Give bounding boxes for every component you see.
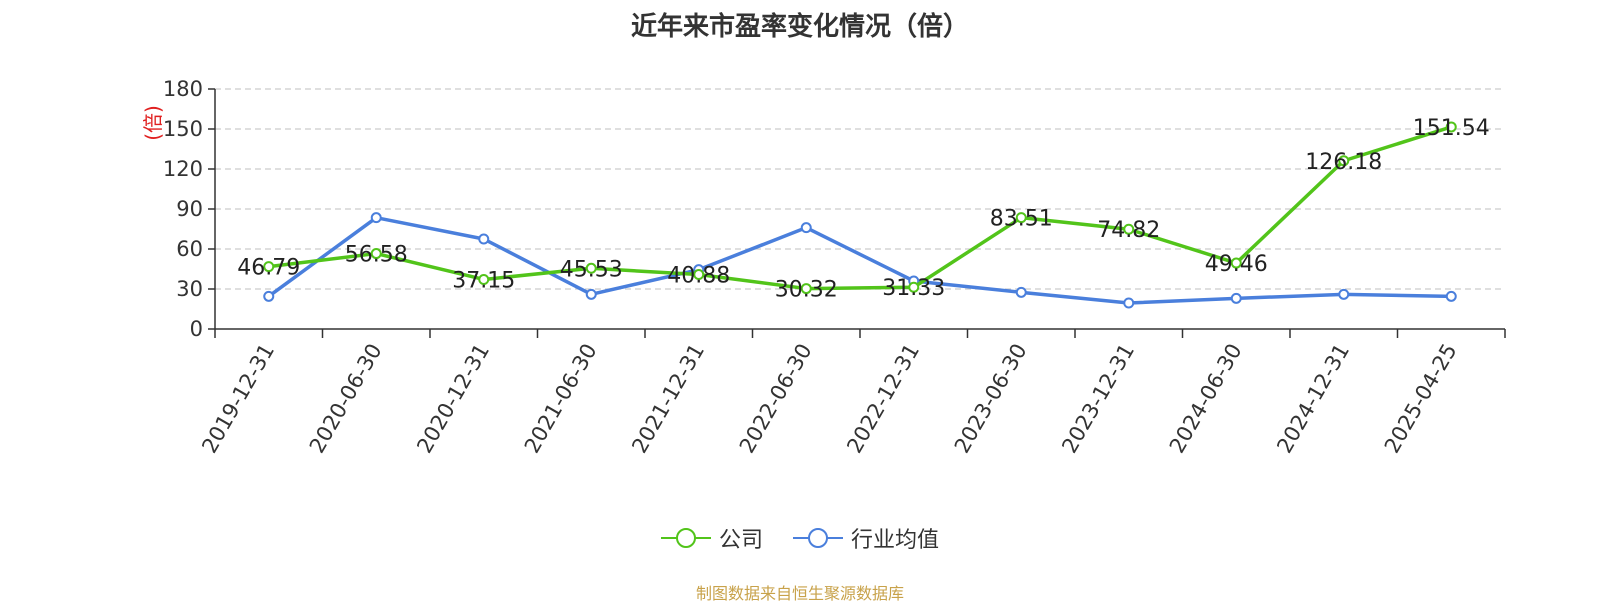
y-tick-label: 180 <box>163 77 203 101</box>
legend-marker-industry-average <box>793 528 843 548</box>
series-lines <box>263 121 1457 309</box>
data-point-company <box>478 273 490 285</box>
data-label-company: 126.18 <box>1305 150 1382 175</box>
data-point-industry-average <box>263 290 275 302</box>
data-point-company <box>693 268 705 280</box>
data-point-industry-average <box>1230 292 1242 304</box>
series-line-industry-average <box>267 215 1452 305</box>
x-tick-label: 2021-06-30 <box>520 340 602 458</box>
data-point-industry-average <box>1445 290 1457 302</box>
y-tick-label: 120 <box>163 157 203 181</box>
x-tick-label: 2020-06-30 <box>305 340 387 458</box>
source-note: 制图数据来自恒生聚源数据库 <box>695 584 904 603</box>
legend-label-industry-average: 行业均值 <box>851 528 940 553</box>
data-point-industry-average <box>1123 297 1135 309</box>
x-tick-label: 2020-12-31 <box>412 340 494 458</box>
legend: 公司 行业均值 <box>0 522 1600 554</box>
y-tick-label: 30 <box>176 277 203 301</box>
data-point-company <box>1445 121 1457 133</box>
legend-item-industry-average[interactable]: 行业均值 <box>793 522 939 554</box>
y-tick-label: 60 <box>176 237 203 261</box>
grid-lines <box>215 88 1505 290</box>
x-tick-label: 2023-06-30 <box>950 340 1032 458</box>
data-label-company: 45.53 <box>560 257 623 282</box>
data-point-industry-average <box>585 288 597 300</box>
legend-label-company: 公司 <box>718 528 763 553</box>
x-tick-label: 2022-06-30 <box>735 340 817 458</box>
y-tick-label: 0 <box>190 317 203 341</box>
data-label-company: 31.33 <box>882 276 945 301</box>
data-point-industry-average <box>478 233 490 245</box>
series-line-company <box>268 125 1452 291</box>
y-tick-label: 90 <box>176 197 203 221</box>
y-axis-label: (倍) <box>141 105 165 141</box>
data-label-company: 56.58 <box>345 243 408 268</box>
data-point-company <box>1123 223 1135 235</box>
data-labels: 46.79 56.58 37.15 45.53 40.88 30.32 31.33 83.51… <box>237 116 1489 303</box>
data-label-company: 37.15 <box>452 268 515 293</box>
data-label-company: 46.79 <box>237 256 300 281</box>
x-tick-label: 2022-12-31 <box>842 340 924 458</box>
data-label-company: 151.54 <box>1413 116 1490 141</box>
data-label-company: 49.46 <box>1205 252 1268 277</box>
x-tick-label: 2019-12-31 <box>197 340 279 458</box>
data-point-company <box>1015 212 1027 224</box>
data-point-company <box>800 283 812 295</box>
chart-title: 近年来市盈率变化情况（倍） <box>630 12 969 42</box>
data-point-industry-average <box>370 212 382 224</box>
x-tick-label: 2025-04-25 <box>1380 340 1462 458</box>
data-point-industry-average <box>800 222 812 234</box>
x-tick-label: 2024-06-30 <box>1165 340 1247 458</box>
data-point-company <box>263 261 275 273</box>
data-point-company <box>908 281 920 293</box>
data-label-company: 40.88 <box>667 263 730 288</box>
data-point-company <box>1230 257 1242 269</box>
y-tick-label: 150 <box>163 117 203 141</box>
legend-marker-company <box>660 528 711 548</box>
legend-item-company[interactable]: 公司 <box>660 522 763 554</box>
x-tick-label: 2024-12-31 <box>1272 340 1354 458</box>
data-label-company: 83.51 <box>990 207 1053 232</box>
data-label-company: 74.82 <box>1097 218 1160 243</box>
x-tick-label: 2021-12-31 <box>627 340 709 458</box>
data-point-company <box>1338 155 1350 167</box>
x-tick-label: 2023-12-31 <box>1057 340 1139 458</box>
data-point-industry-average <box>1338 288 1350 300</box>
data-point-company <box>585 262 597 274</box>
data-point-company <box>370 248 382 260</box>
data-point-industry-average <box>1015 286 1027 298</box>
data-label-company: 30.32 <box>775 278 838 303</box>
